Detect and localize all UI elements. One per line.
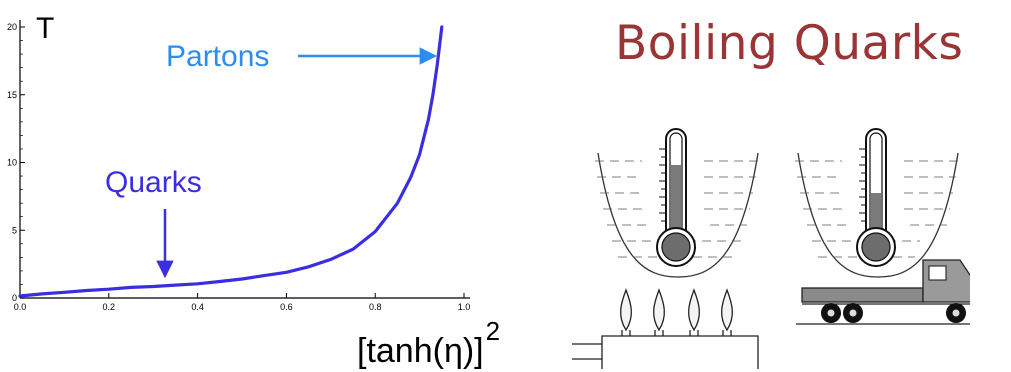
- slide-title: Boiling Quarks: [615, 16, 964, 71]
- y-tick-label: 0: [12, 293, 17, 303]
- thermometer-icon: [856, 128, 896, 267]
- burner-flames: [620, 288, 733, 332]
- moving-truck-drawing: [795, 128, 970, 325]
- x-tick-label: 0.6: [280, 302, 293, 312]
- thermometer-icon: [656, 128, 696, 267]
- truck-bed: [801, 287, 924, 303]
- y-tick-label: 15: [7, 90, 17, 100]
- right-vessel: [797, 152, 959, 278]
- x-tick-label: 0.0: [14, 302, 27, 312]
- left-vessel: [597, 152, 759, 278]
- gas-pipe: [572, 330, 759, 369]
- y-axis-label: T: [36, 12, 54, 45]
- axis-ticks: 0.0 0.2 0.4 0.6 0.8 1.0 0 5 10 15 20: [7, 22, 470, 312]
- series-line: [18, 25, 444, 298]
- annotation-quarks: Quarks: [105, 166, 202, 199]
- y-tick-label: 10: [7, 158, 17, 168]
- y-tick-label: 20: [7, 22, 17, 32]
- heated-vessel-drawing: [572, 128, 759, 369]
- x-tick-label: 0.4: [191, 302, 204, 312]
- boiling-illustration: [572, 128, 970, 369]
- x-axis-label-exponent: 2: [486, 316, 500, 346]
- x-tick-label: 0.2: [103, 302, 116, 312]
- annotation-partons: Partons: [166, 40, 269, 73]
- y-tick-label: 5: [12, 225, 17, 235]
- x-tick-label: 0.8: [369, 302, 382, 312]
- truck-icon: [796, 259, 970, 325]
- x-tick-label: 1.0: [458, 302, 471, 312]
- x-axis-label: [tanh(η)]2: [357, 316, 500, 370]
- x-axis-label-base: [tanh(η)]: [357, 332, 484, 370]
